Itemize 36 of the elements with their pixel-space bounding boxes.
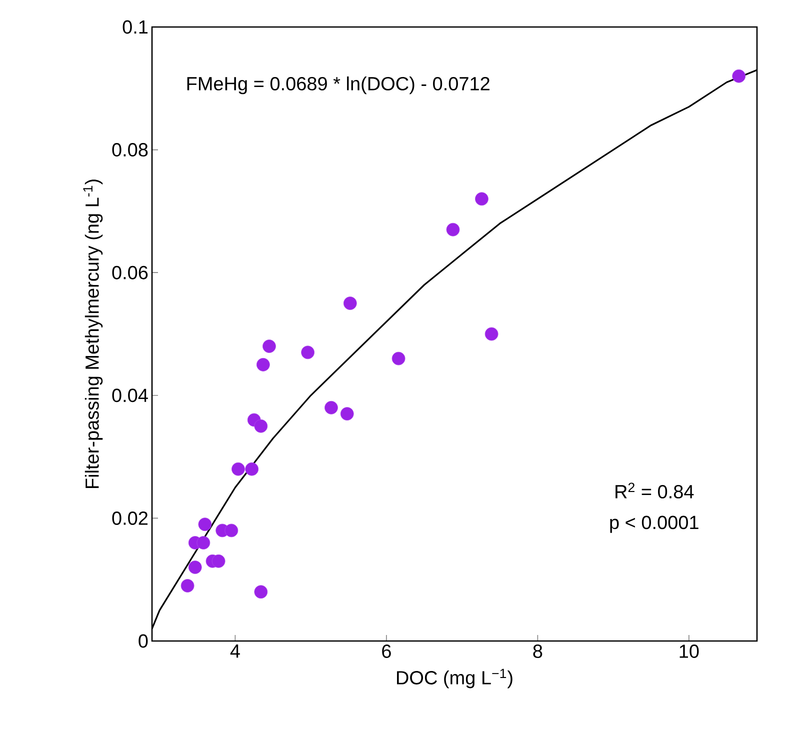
- point: [254, 585, 268, 599]
- point: [475, 192, 488, 206]
- point: [196, 536, 210, 550]
- y-axis-title: Filter-passing Methylmercury (ng L$^{-1}$): [83, 180, 103, 488]
- y-tick-label: 0.08: [112, 143, 148, 157]
- point: [224, 524, 238, 538]
- x-tick-label: 4: [230, 644, 240, 658]
- point: [262, 340, 276, 353]
- y-tick-label: 0.06: [112, 266, 148, 280]
- point: [256, 358, 270, 372]
- point: [212, 554, 226, 568]
- point: [324, 400, 338, 414]
- point: [343, 296, 357, 310]
- point: [188, 560, 202, 574]
- x-axis-title: DOC (mg L$^{−1}$): [397, 668, 512, 688]
- annotation: p < 0.0001: [610, 516, 698, 533]
- point: [340, 407, 354, 421]
- point: [392, 352, 406, 366]
- point: [254, 419, 268, 433]
- y-tick-label: 0.02: [112, 511, 148, 525]
- point: [301, 346, 314, 360]
- point: [180, 579, 194, 592]
- y-tick-label: 0.1: [122, 20, 148, 34]
- annotation: R$^{2}$ = 0.84: [616, 482, 694, 498]
- point: [232, 462, 245, 476]
- point: [484, 327, 498, 341]
- point: [198, 518, 212, 532]
- point: [245, 462, 259, 476]
- x-tick-label: 6: [382, 644, 391, 658]
- x-tick-label: 10: [680, 644, 699, 658]
- point: [732, 69, 746, 83]
- point: [446, 222, 460, 236]
- y-tick-label: 0.04: [112, 388, 148, 402]
- y-tick-label: 0: [138, 634, 148, 648]
- x-tick-label: 8: [533, 644, 542, 658]
- annotation: FMeHg = 0.0689 * ln(DOC) - 0.0712: [187, 76, 490, 94]
